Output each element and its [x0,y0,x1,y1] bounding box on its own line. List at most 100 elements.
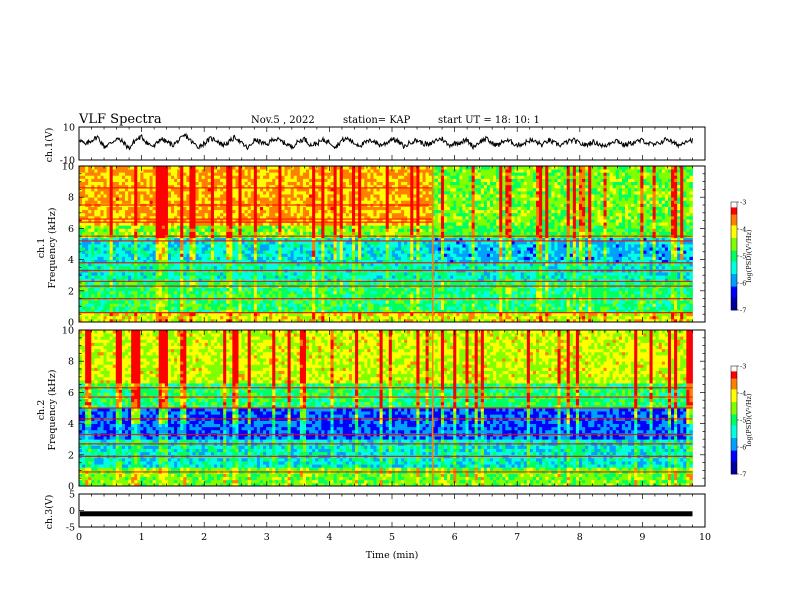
spectrogram-cell [275,287,279,292]
spectrogram-cell [269,303,273,307]
spectrogram-cell [278,215,282,220]
spectrogram-cell [106,209,111,214]
spectrogram-cell [112,259,117,264]
spectrogram-cell [125,272,129,276]
spectrogram-cell [256,244,261,248]
spectrogram-cell [299,250,304,254]
spectrogram-cell [174,190,178,195]
spectrogram-cell [327,215,331,220]
spectrogram-cell [177,184,181,189]
spectrogram-cell [263,244,267,248]
spectrogram-cell [275,309,279,314]
spectrogram-cell [296,231,301,236]
spectrogram-cell [106,187,111,192]
spectrogram-cell [210,256,215,260]
spectrogram-cell [183,222,187,226]
spectrogram-cell [115,293,120,298]
spectrogram-cell [287,312,292,317]
spectrogram-cell [152,172,157,176]
spectrogram-cell [275,209,279,214]
spectrogram-cell [330,259,334,264]
spectrogram-cell [217,309,221,314]
spectrogram-cell [204,222,209,226]
spectrogram-cell [287,175,292,179]
spectrogram-cell [259,281,264,285]
spectrogram-cell [342,231,347,236]
spectrogram-cell [358,256,362,260]
spectrogram-cell [183,200,187,204]
spectrogram-cell [272,303,276,307]
spectrogram-cell [167,262,172,267]
spectrogram-cell [312,259,316,264]
spectrogram-cell [281,272,285,276]
spectrogram-cell [146,190,150,195]
spectrogram-cell [278,287,282,292]
spectrogram-cell [275,315,279,320]
spectrogram-cell [275,259,279,264]
spectrogram-cell [97,206,101,211]
spectrogram-cell [109,222,114,226]
spectrogram-cell [269,259,273,264]
spectrogram-cell [376,225,381,229]
spectrogram-cell [226,315,230,320]
spectrogram-cell [85,237,89,242]
spectrogram-cell [232,172,236,176]
spectrogram-cell [367,190,371,195]
spectrogram-cell [351,181,356,186]
spectrogram-cell [278,178,282,182]
spectrogram-cell [259,209,264,214]
spectrogram-cell [161,181,166,186]
spectrogram-cell [204,272,209,276]
spectrogram-cell [217,256,221,260]
spectrogram-cell [112,244,117,248]
spectrogram-cell [309,300,313,304]
spectrogram-cell [290,237,295,242]
spectrogram-cell [210,278,215,282]
spectrogram-cell [312,303,316,307]
spectrogram-cell [180,172,184,176]
spectrogram-cell [373,309,377,314]
spectrogram-cell [351,200,356,204]
spectrogram-cell [82,306,86,310]
spectrogram-cell [256,166,261,170]
spectrogram-cell [118,172,123,176]
spectrogram-cell [131,309,135,314]
spectrogram-cell [137,293,141,298]
spectrogram-cell [342,172,347,176]
spectrogram-cell [121,215,126,220]
spectrogram-cell [339,244,344,248]
spectrogram-cell [342,250,347,254]
spectrogram-cell [155,272,160,276]
spectrogram-cell [125,256,129,260]
spectrogram-cell [183,278,187,282]
spectrogram-cell [183,256,187,260]
spectrogram-cell [232,194,236,198]
spectrogram-cell [315,244,319,248]
spectrogram-cell [241,228,246,232]
spectrogram-cell [358,225,362,229]
spectrogram-cell [204,265,209,270]
spectrogram-cell [128,181,132,186]
spectrogram-cell [180,287,184,292]
spectrogram-cell [186,256,190,260]
spectrogram-cell [296,225,301,229]
spectrogram-cell [137,212,141,217]
spectrogram-cell [174,200,178,204]
spectrogram-cell [302,265,307,270]
spectrogram-cell [272,187,276,192]
spectrogram-cell [256,184,261,189]
spectrogram-cell [82,259,86,264]
spectrogram-cell [235,244,239,248]
spectrogram-cell [315,309,319,314]
spectrogram-cell [296,265,301,270]
spectrogram-cell [161,184,166,189]
spectrogram-cell [161,275,166,279]
spectrogram-cell [327,200,331,204]
spectrogram-cell [134,166,138,170]
spectrogram-cell [370,231,374,236]
spectrogram-cell [125,315,129,320]
spectrogram-cell [189,272,193,276]
spectrogram-cell [137,215,141,220]
spectrogram-cell [103,197,108,201]
spectrogram-cell [115,225,120,229]
